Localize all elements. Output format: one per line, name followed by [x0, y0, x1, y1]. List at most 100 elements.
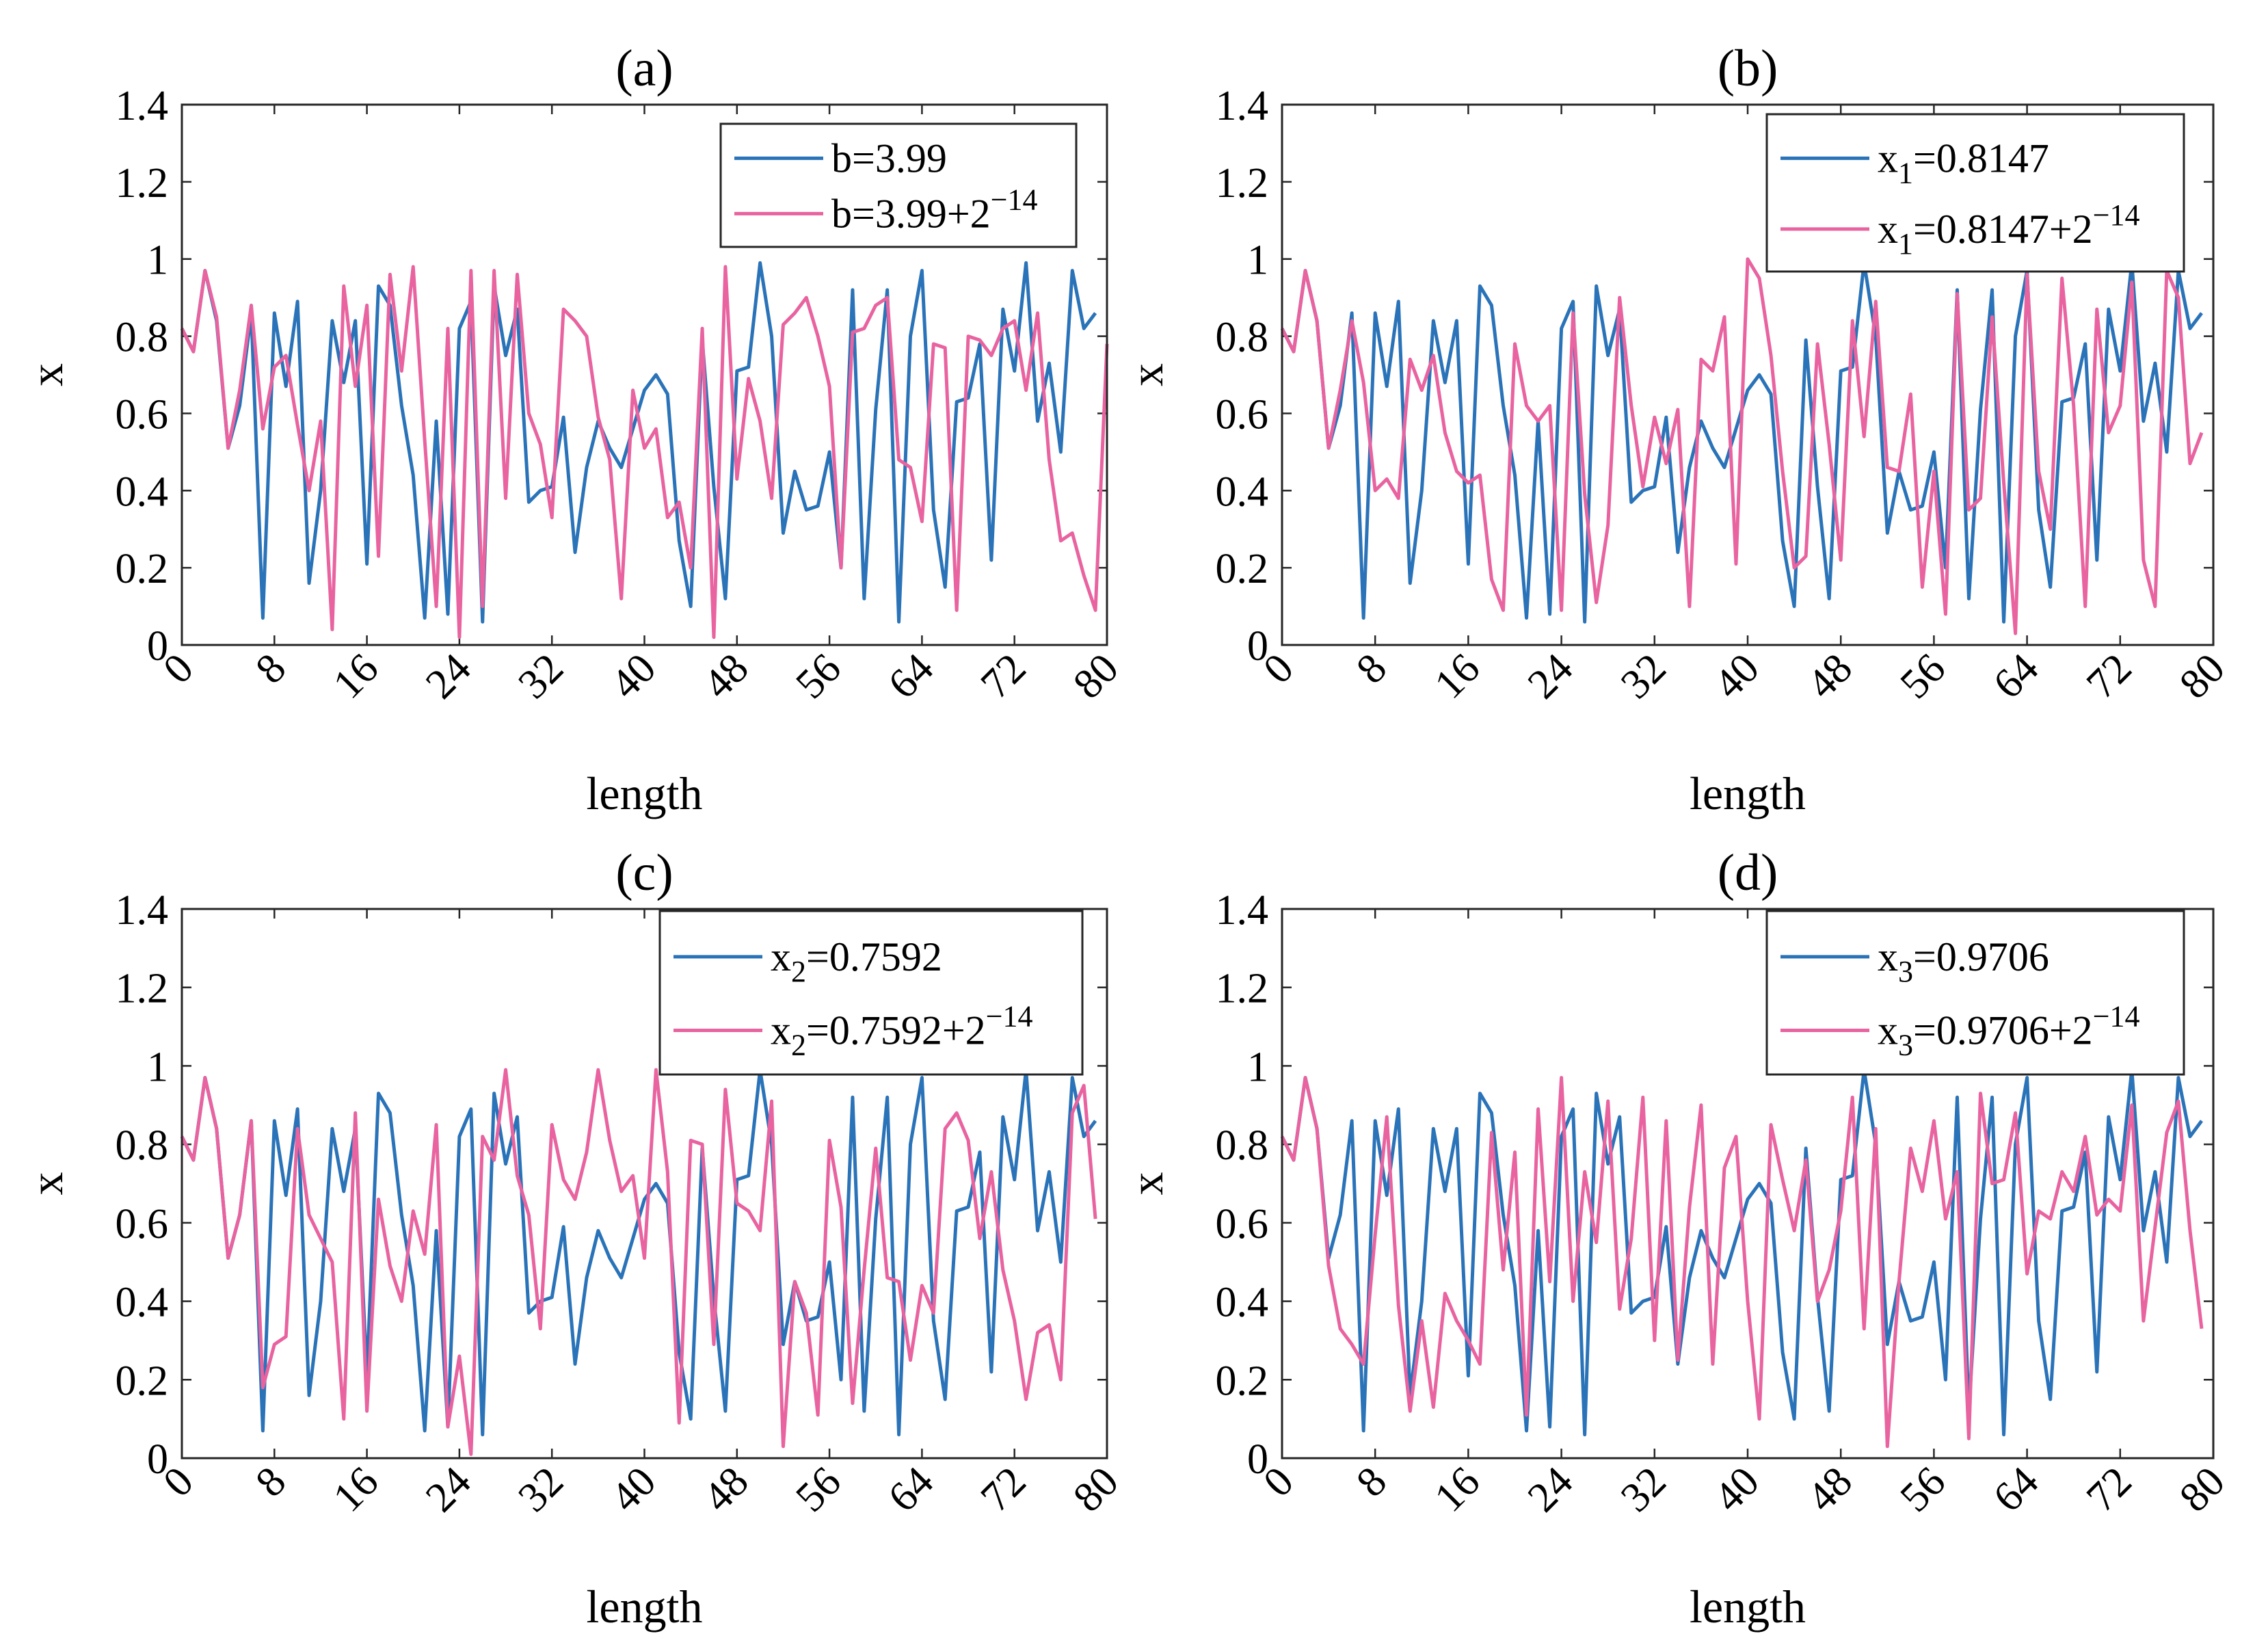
series-line-2 [1280, 257, 2204, 635]
x-tick-label: 80 [2171, 1458, 2234, 1521]
x-tick-label: 8 [247, 645, 295, 693]
y-tick-label: 1 [147, 237, 168, 284]
legend-box [719, 122, 1078, 248]
legend: x3=0.9706 x3=0.9706+2−14 [1765, 910, 2185, 1076]
x-tick-label: 48 [695, 645, 758, 708]
x-tick-label: 56 [1891, 1458, 1954, 1521]
y-axis-label: x [1121, 1172, 1173, 1196]
legend-entry-2: x1=0.8147+2−14 [1878, 198, 2140, 261]
x-tick-label: 16 [1426, 1458, 1489, 1521]
x-tick-label: 8 [1348, 1458, 1396, 1506]
y-tick-label: 1.2 [1216, 160, 1269, 207]
y-tick-label: 1.4 [116, 83, 169, 129]
x-tick-label: 72 [972, 1458, 1035, 1521]
x-tick-label: 56 [787, 645, 850, 708]
x-tick-label: 64 [879, 1458, 942, 1521]
y-axis-label: x [21, 363, 72, 386]
series-line-1 [180, 261, 1097, 624]
legend-entry-2: x2=0.7592+2−14 [771, 999, 1033, 1061]
y-tick-label: 0.2 [116, 1358, 169, 1404]
x-axis-label: length [1690, 1581, 1806, 1633]
y-tick-label: 0 [147, 1436, 168, 1483]
legend-box [1765, 113, 2185, 273]
x-tick-label: 64 [879, 645, 942, 708]
x-tick-label: 32 [1612, 645, 1675, 708]
y-tick-label: 1 [1247, 1044, 1268, 1090]
y-tick-label: 0.8 [1216, 315, 1269, 361]
x-axis-label: length [1690, 767, 1806, 819]
x-tick-label: 80 [1065, 1458, 1128, 1521]
y-tick-label: 0.4 [116, 1280, 169, 1326]
x-axis-label: length [587, 1581, 703, 1633]
x-tick-label: 24 [1519, 645, 1582, 708]
x-tick-label: 56 [1891, 645, 1954, 708]
chart-title: (a) [615, 40, 673, 97]
y-axis-label: x [21, 1172, 72, 1196]
x-tick-label: 40 [1705, 1458, 1768, 1521]
x-tick-label: 48 [1798, 645, 1861, 708]
axes-box [1281, 103, 2215, 646]
legend-entry-1: b=3.99 [831, 135, 947, 181]
y-tick-label: 1 [1247, 237, 1268, 284]
legend-box [658, 910, 1084, 1076]
x-tick-label: 48 [695, 1458, 758, 1521]
y-tick-label: 0 [1247, 1436, 1268, 1483]
x-tick-label: 32 [509, 645, 572, 708]
y-tick-label: 0.6 [1216, 1201, 1269, 1248]
y-tick-label: 0 [1247, 623, 1268, 670]
x-tick-label: 32 [1612, 1458, 1675, 1521]
chart-title: (c) [615, 844, 673, 901]
y-tick-label: 0.8 [1216, 1122, 1269, 1169]
y-tick-label: 1.2 [116, 966, 169, 1012]
x-tick-label: 80 [1065, 645, 1128, 708]
series-line-2 [180, 265, 1109, 639]
y-tick-label: 0.4 [116, 469, 169, 515]
x-tick-label: 16 [325, 1458, 388, 1521]
legend: x2=0.7592 x2=0.7592+2−14 [658, 910, 1084, 1076]
y-tick-label: 0.2 [116, 546, 169, 592]
x-tick-label: 48 [1798, 1458, 1861, 1521]
legend-entry-1: x2=0.7592 [771, 934, 942, 988]
y-tick-label: 0.2 [1216, 546, 1269, 592]
y-tick-label: 0.8 [116, 1122, 169, 1169]
x-tick-label: 64 [1985, 1458, 2048, 1521]
x-tick-label: 24 [417, 1458, 480, 1521]
x-tick-label: 40 [602, 1458, 665, 1521]
x-tick-label: 40 [1705, 645, 1768, 708]
y-tick-label: 0 [147, 623, 168, 670]
x-tick-label: 40 [602, 645, 665, 708]
legend-entry-1: x3=0.9706 [1878, 934, 2049, 988]
y-tick-label: 0.2 [1216, 1358, 1269, 1404]
legend-entry-2: x3=0.9706+2−14 [1878, 999, 2140, 1061]
x-tick-label: 72 [2078, 645, 2141, 708]
series-line-2 [180, 1068, 1097, 1456]
legend-entry-2: b=3.99+2−14 [831, 183, 1038, 236]
y-tick-label: 1.4 [1216, 887, 1269, 934]
y-tick-label: 0.6 [1216, 391, 1269, 438]
legend: b=3.99b=3.99+2−14 [719, 122, 1078, 248]
x-tick-label: 72 [972, 645, 1035, 708]
y-tick-label: 0.6 [116, 1201, 169, 1248]
x-tick-label: 8 [1348, 645, 1396, 693]
legend: x1=0.8147 x1=0.8147+2−14 [1765, 113, 2185, 273]
y-tick-label: 0.6 [116, 391, 169, 438]
axes-box [181, 103, 1108, 646]
y-tick-label: 1.2 [116, 160, 169, 207]
legend-entry-1: x1=0.8147 [1878, 135, 2049, 189]
chart-title: (b) [1718, 40, 1778, 97]
x-tick-label: 80 [2171, 645, 2234, 708]
x-tick-label: 24 [417, 645, 480, 708]
series-line-2 [1280, 1076, 2204, 1449]
x-tick-label: 16 [1426, 645, 1489, 708]
x-tick-label: 56 [787, 1458, 850, 1521]
y-tick-label: 1.4 [116, 887, 169, 934]
series-line-1 [1280, 1068, 2203, 1437]
chart-title: (d) [1718, 844, 1778, 901]
x-tick-label: 64 [1985, 645, 2048, 708]
x-tick-label: 8 [247, 1458, 295, 1506]
